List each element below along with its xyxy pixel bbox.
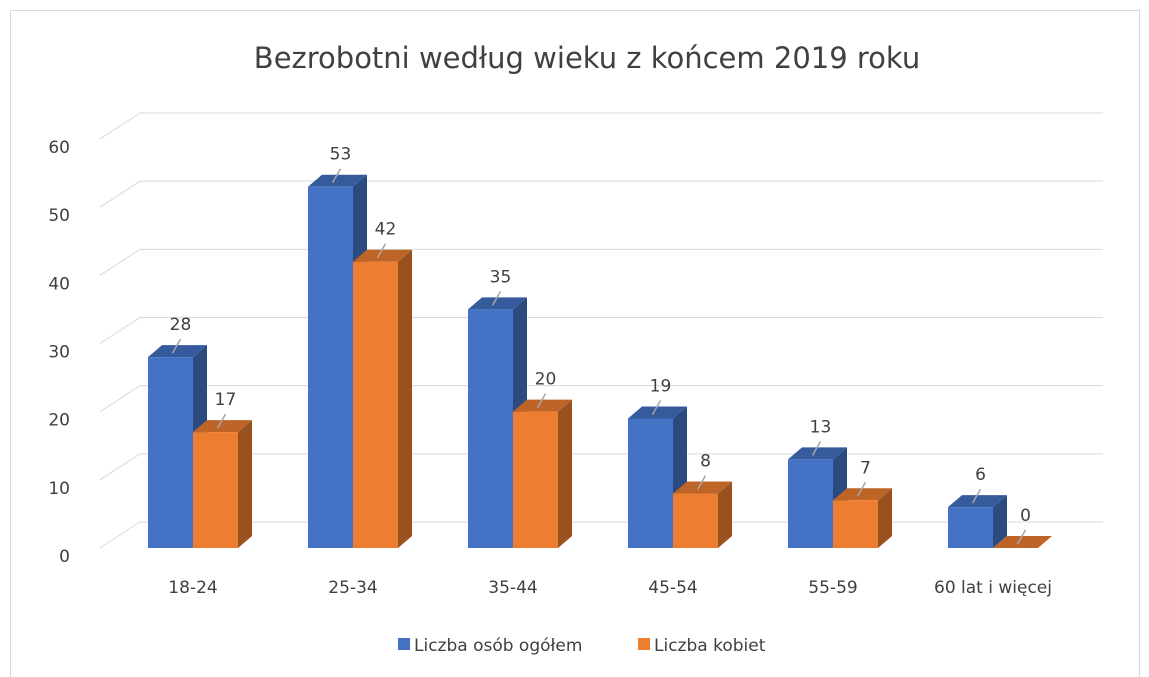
data-label: 53: [330, 145, 352, 165]
x-tick-label: 55-59: [808, 578, 857, 598]
legend-label: Liczba kobiet: [654, 636, 766, 656]
leader-line: [856, 481, 867, 497]
y-tick-label: 30: [48, 343, 70, 363]
data-label: 13: [810, 417, 832, 437]
legend-swatch: [638, 638, 650, 650]
leader-line: [216, 413, 227, 429]
leader-line: [811, 441, 822, 456]
bar-face: [468, 297, 527, 310]
leader-line: [971, 488, 982, 504]
bar-face: [628, 406, 687, 419]
bar-face: [878, 488, 892, 548]
bar-face: [193, 420, 252, 433]
y-tick-label: 60: [48, 138, 70, 158]
bar-face: [673, 481, 732, 494]
data-label: 7: [860, 458, 871, 478]
data-label: 28: [170, 315, 192, 335]
x-tick-label: 45-54: [648, 578, 697, 598]
grid-line: [99, 385, 1103, 413]
bar-face: [833, 500, 878, 548]
data-label: 35: [490, 267, 512, 287]
leader-line: [171, 338, 182, 354]
bar-face: [833, 488, 892, 501]
data-label: 19: [650, 376, 672, 396]
bar: [513, 399, 572, 548]
leader-line: [696, 475, 707, 490]
bar-face: [308, 174, 367, 187]
x-tick-label: 35-44: [488, 578, 537, 598]
chart-title: Bezrobotni według wieku z końcem 2019 ro…: [254, 41, 920, 75]
data-label: 8: [700, 451, 711, 471]
bar: [673, 481, 732, 548]
bar-face: [788, 459, 833, 548]
bar-face: [628, 418, 673, 548]
y-tick-label: 20: [48, 411, 70, 431]
bar-face: [468, 309, 513, 548]
bar-face: [513, 411, 558, 548]
y-tick-label: 10: [48, 479, 70, 499]
bar-face: [513, 399, 572, 412]
grid-line: [99, 521, 1103, 549]
leader-line: [536, 393, 547, 409]
grid-line: [99, 453, 1103, 481]
bar-face: [353, 249, 412, 262]
grid-line: [99, 317, 1103, 344]
data-label: 6: [975, 465, 986, 485]
chart-border: [10, 10, 1140, 677]
bar-face: [398, 249, 412, 548]
x-tick-label: 60 lat i więcej: [934, 578, 1052, 598]
leader-line: [376, 243, 387, 259]
bar-face: [148, 357, 193, 548]
leader-line: [651, 400, 662, 415]
data-label: 42: [375, 220, 397, 240]
leader-line: [491, 291, 502, 306]
x-tick-label: 18-24: [168, 578, 217, 598]
bar: [353, 249, 412, 548]
grid-line: [99, 248, 1103, 276]
bar-face: [788, 447, 847, 460]
bar-face: [948, 495, 1007, 508]
y-tick-label: 0: [59, 547, 70, 567]
bar: [833, 488, 892, 548]
legend-label: Liczba osób ogółem: [414, 636, 582, 656]
leader-line: [1016, 529, 1027, 545]
bar-face: [148, 345, 207, 358]
x-tick-label: 25-34: [328, 578, 377, 598]
bar-face: [193, 432, 238, 548]
bar: [193, 420, 252, 548]
grid-line: [99, 112, 1103, 140]
data-label: 20: [535, 370, 557, 390]
y-tick-label: 40: [48, 274, 70, 294]
bar-face: [238, 420, 252, 548]
bar-face: [308, 186, 353, 548]
grid-line: [99, 180, 1103, 208]
data-label: 0: [1020, 506, 1031, 526]
bar: [948, 495, 1007, 548]
bar-face: [948, 507, 993, 548]
bar-face: [558, 399, 572, 548]
bar-face: [993, 536, 1052, 548]
leader-line: [331, 168, 342, 184]
bar-face: [353, 261, 398, 548]
bar-face: [993, 495, 1007, 548]
bar-face: [718, 481, 732, 548]
legend-swatch: [398, 638, 410, 650]
data-label: 17: [215, 390, 237, 410]
y-tick-label: 50: [48, 206, 70, 226]
bar-face: [673, 493, 718, 548]
bar: [993, 536, 1052, 548]
